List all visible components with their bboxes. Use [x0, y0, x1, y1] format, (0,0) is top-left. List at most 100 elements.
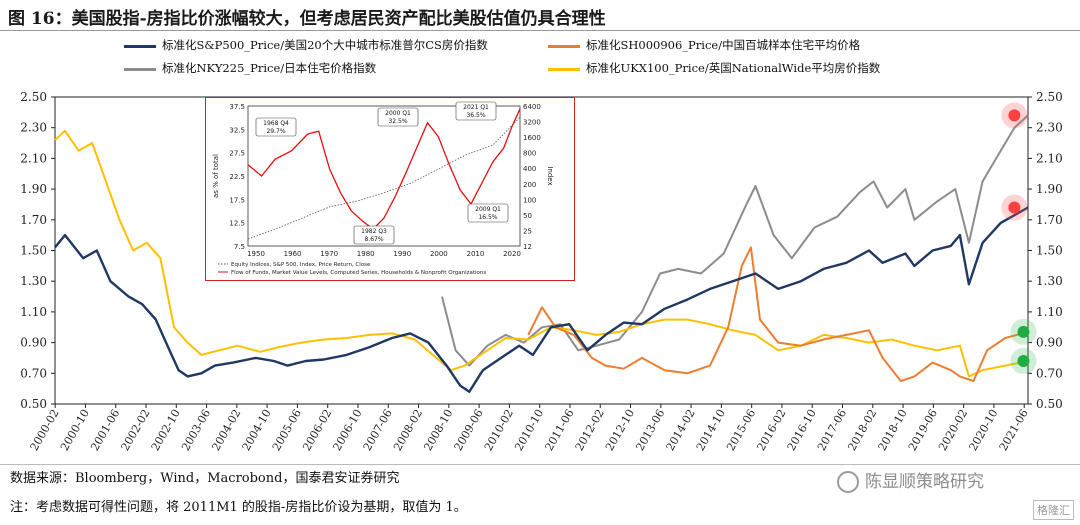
- inset-y-left-tick: 12.5: [229, 220, 245, 228]
- title-divider: [0, 30, 1080, 31]
- x-tick-label: 2020-10: [966, 407, 1000, 453]
- inset-x-tick: 1960: [284, 250, 302, 258]
- x-tick-label: 2018-10: [876, 407, 910, 453]
- x-tick-label: 2021-06: [997, 407, 1031, 453]
- x-tick-label: 2007-06: [361, 407, 395, 453]
- x-tick-label: 2004-02: [209, 407, 243, 453]
- inset-y-right-tick: 200: [523, 181, 536, 189]
- inset-red-line: [247, 108, 521, 231]
- inset-chart-svg: 37.5 32.5 27.5 22.5 17.5 12.5 7.5 6400 3200 1600 8…: [212, 101, 554, 276]
- y-tick-label-right: 0.90: [1036, 336, 1063, 350]
- x-tick-label: 2000-02: [28, 407, 62, 453]
- inset-annotation-text: 8.67%: [364, 236, 383, 243]
- y-tick-label-right: 1.30: [1036, 274, 1063, 288]
- highlight-marker: [1008, 109, 1021, 122]
- x-tick-label: 2016-10: [785, 407, 819, 453]
- x-tick-label: 2004-10: [240, 407, 274, 453]
- highlight-marker: [1008, 201, 1021, 214]
- y-tick-label-right: 0.70: [1036, 366, 1063, 380]
- x-tick-label: 2002-02: [118, 407, 152, 453]
- series-line-3: [54, 129, 1029, 378]
- y-tick-label: 2.30: [20, 121, 47, 135]
- x-tick-label: 2009-06: [452, 407, 486, 453]
- inset-x-tick: 1980: [357, 250, 375, 258]
- inset-annotation-box: [467, 203, 509, 223]
- legend-swatch: [548, 67, 580, 71]
- inset-annotation-text: 29.7%: [266, 128, 285, 135]
- inset-y-right-tick: 400: [523, 165, 536, 173]
- x-tick-label: 2008-10: [421, 407, 455, 453]
- source-note: 数据来源：Bloomberg，Wind，Macrobond，国泰君安证券研究: [10, 471, 400, 486]
- inset-annotation-text: 32.5%: [388, 118, 407, 125]
- x-tick-label: 2016-02: [754, 407, 788, 453]
- inset-y-right-tick: 1600: [523, 134, 541, 142]
- chart-title: 图 16：美国股指-房指比价涨幅较大，但考虑居民资产配比美股估值仍具合理性: [8, 9, 606, 29]
- x-tick-label: 2015-06: [724, 407, 758, 453]
- y-tick-label: 0.90: [20, 336, 47, 350]
- x-tick-label: 2019-06: [906, 407, 940, 453]
- inset-y-left-tick: 37.5: [229, 103, 245, 111]
- inset-annotation-box: [455, 101, 497, 121]
- legend-swatch: [124, 67, 156, 71]
- footnote: 注：考虑数据可得性问题，将 2011M1 的股指-房指比价设为基期，取值为 1。: [10, 500, 467, 515]
- legend-item-sp500: 标准化S&P500_Price/美国20个大中城市标准普尔CS房价指数: [124, 37, 488, 53]
- legend-item-ukx100: 标准化UKX100_Price/英国NationalWide平均房价指数: [548, 60, 880, 76]
- x-tick-label: 2002-10: [149, 407, 183, 453]
- legend-swatch: [548, 44, 580, 48]
- series-line-0: [54, 206, 1029, 393]
- y-tick-label: 1.50: [20, 244, 47, 258]
- inset-y-right-tick: 12: [523, 243, 532, 251]
- inset-x-tick: 2020: [503, 250, 521, 258]
- legend-swatch: [124, 44, 156, 48]
- y-tick-label-right: 2.10: [1036, 151, 1063, 165]
- y-tick-label: 1.30: [20, 274, 47, 288]
- y-tick-label-right: 1.70: [1036, 213, 1063, 227]
- inset-y-left-tick: 27.5: [229, 150, 245, 158]
- y-tick-label: 2.50: [20, 90, 47, 104]
- inset-annotation-box: [255, 117, 297, 137]
- x-tick-label: 2003-06: [179, 407, 213, 453]
- inset-x-tick: 2000: [430, 250, 448, 258]
- inset-x-tick: 2010: [467, 250, 485, 258]
- inset-y-right-tick: 100: [523, 196, 536, 204]
- inset-y-left-tick: 7.5: [234, 243, 245, 251]
- x-tick-label: 2018-02: [845, 407, 879, 453]
- inset-chart: 37.5 32.5 27.5 22.5 17.5 12.5 7.5 6400 3200 1600 8…: [205, 97, 575, 281]
- x-tick-label: 2012-10: [603, 407, 637, 453]
- inset-y-left-tick: 17.5: [229, 196, 245, 204]
- logo: 格隆汇: [1033, 500, 1074, 520]
- highlight-marker: [1017, 325, 1030, 338]
- x-tick-label: 2000-10: [58, 407, 92, 453]
- inset-annotation-box: [377, 107, 419, 127]
- inset-y-left-label: as % of total: [212, 154, 220, 198]
- inset-y-right-tick: 25: [523, 227, 532, 235]
- x-tick-label: 2012-02: [573, 407, 607, 453]
- x-tick-label: 2005-06: [270, 407, 304, 453]
- wechat-icon: [837, 471, 859, 493]
- y-tick-label: 0.70: [20, 366, 47, 380]
- x-tick-label: 2013-06: [633, 407, 667, 453]
- y-tick-label: 2.10: [20, 151, 47, 165]
- y-tick-label-right: 2.50: [1036, 90, 1063, 104]
- watermark: 陈显顺策略研究: [837, 467, 984, 493]
- y-tick-label-right: 1.50: [1036, 244, 1063, 258]
- highlight-marker: [1017, 355, 1030, 368]
- y-tick-label: 1.10: [20, 305, 47, 319]
- inset-x-tick: 1970: [320, 250, 338, 258]
- x-tick-label: 2001-06: [88, 407, 122, 453]
- inset-legend-text: Equity Indices, S&P 500, Index, Price Re…: [231, 262, 371, 268]
- series-line-1: [527, 246, 1029, 382]
- x-tick-label: 2017-06: [815, 407, 849, 453]
- x-tick-label: 2020-02: [936, 407, 970, 453]
- x-tick-label: 2006-10: [330, 407, 364, 453]
- inset-annotation-text: 16.5%: [478, 214, 497, 221]
- y-tick-label: 0.50: [20, 397, 47, 411]
- x-tick-label: 2014-02: [664, 407, 698, 453]
- inset-annotation-text: 2000 Q1: [385, 110, 411, 117]
- footer-divider: [0, 464, 1080, 465]
- inset-legend-text: Flow of Funds, Market Value Levels, Comp…: [231, 270, 486, 276]
- inset-dotted-line: [247, 116, 521, 240]
- inset-annotation-text: 2009 Q1: [475, 206, 501, 213]
- y-tick-label-right: 0.50: [1036, 397, 1063, 411]
- inset-annotation-box: [353, 225, 395, 245]
